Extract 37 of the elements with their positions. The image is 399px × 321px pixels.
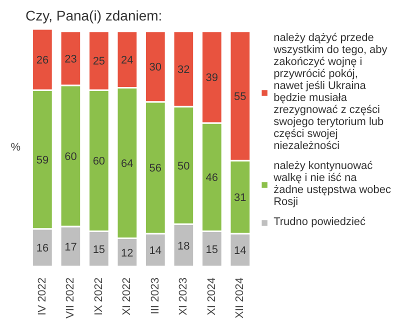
data-label: 60 bbox=[92, 156, 106, 168]
data-label: 46 bbox=[206, 172, 218, 184]
data-label: 17 bbox=[64, 242, 77, 254]
legend-label: należy kontynuować walkę i nie iść na żadne ustępstwa wobec Rosji bbox=[274, 160, 391, 208]
data-label: 24 bbox=[121, 54, 134, 67]
x-tick-label: XII 2024 bbox=[234, 277, 246, 318]
data-label: 59 bbox=[36, 154, 49, 166]
data-label: 50 bbox=[178, 160, 190, 172]
x-tick-label: XI 2022 bbox=[121, 278, 134, 316]
x-tick-label: III 2023 bbox=[149, 277, 162, 314]
x-tick-label: XI 2023 bbox=[178, 278, 190, 316]
y-axis-title: % bbox=[10, 142, 21, 154]
chart-title: Czy, Pana(i) zdaniem: bbox=[26, 8, 162, 24]
x-tick-label: XI 2024 bbox=[206, 278, 218, 316]
data-label: 14 bbox=[234, 245, 246, 258]
x-tick-label: VII 2022 bbox=[64, 277, 77, 318]
data-label: 15 bbox=[92, 244, 106, 256]
data-label: 56 bbox=[149, 162, 162, 175]
data-label: 25 bbox=[92, 56, 106, 68]
x-tick-label: IV 2022 bbox=[36, 278, 48, 316]
x-tick-label: IX 2022 bbox=[92, 278, 105, 316]
text: należy dążyć przede wszystkim do tego, aby zakończyć wojnę i przywrócić pokój, nawet jeśli Ukraina będzie musiała zrezygnować z części swojego terytorium lub części swojej niezależności bbox=[274, 32, 388, 152]
data-label: 26 bbox=[36, 54, 49, 67]
data-label: 14 bbox=[149, 245, 162, 258]
data-label: 31 bbox=[234, 192, 246, 204]
data-label: 16 bbox=[36, 242, 49, 255]
legend-label: Trudno powiedzieć bbox=[274, 216, 366, 228]
data-label: 39 bbox=[206, 72, 218, 84]
data-label: 64 bbox=[121, 158, 134, 170]
data-label: 32 bbox=[178, 64, 190, 76]
data-label: 55 bbox=[234, 91, 246, 103]
data-label: 60 bbox=[64, 150, 77, 163]
data-label: 23 bbox=[64, 53, 77, 66]
data-label: 15 bbox=[206, 244, 218, 256]
data-label: 12 bbox=[121, 247, 134, 260]
data-label: 30 bbox=[149, 62, 162, 74]
data-label: 18 bbox=[178, 240, 190, 252]
